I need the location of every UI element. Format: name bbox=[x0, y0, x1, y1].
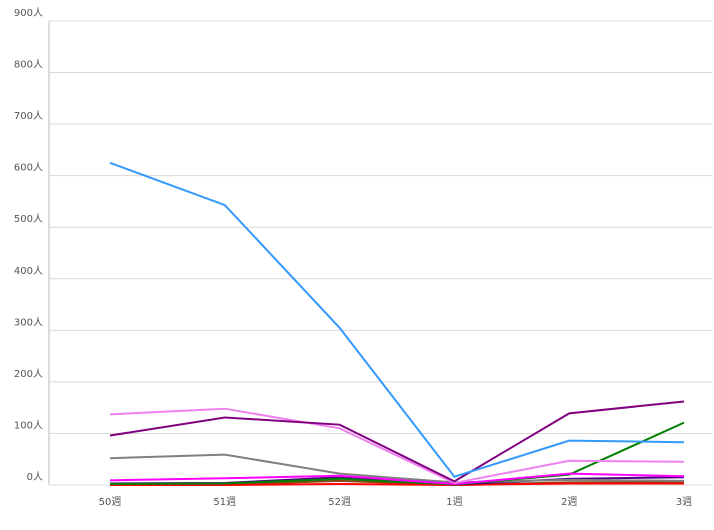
series-line bbox=[110, 482, 684, 487]
x-tick-label: 50週 bbox=[99, 496, 122, 508]
y-tick-label: 0人 bbox=[27, 471, 43, 483]
x-tick-label: 1週 bbox=[446, 496, 462, 508]
x-tick-label: 51週 bbox=[213, 496, 236, 508]
series-line bbox=[109, 407, 685, 484]
y-tick-label: 600人 bbox=[14, 162, 43, 174]
y-tick-label: 200人 bbox=[14, 368, 43, 380]
y-tick-label: 400人 bbox=[14, 265, 43, 277]
series-line bbox=[109, 161, 685, 478]
y-tick-label: 500人 bbox=[14, 213, 43, 225]
series-line bbox=[109, 400, 685, 483]
y-tick-label: 700人 bbox=[14, 110, 43, 122]
x-tick-label: 2週 bbox=[561, 496, 577, 508]
y-tick-label: 100人 bbox=[14, 419, 43, 431]
y-tick-label: 800人 bbox=[14, 59, 43, 71]
x-tick-label: 3週 bbox=[676, 496, 692, 508]
x-tick-label: 52週 bbox=[328, 496, 351, 508]
y-tick-label: 300人 bbox=[14, 316, 43, 328]
series-line bbox=[109, 421, 685, 486]
series-line bbox=[109, 453, 685, 484]
series-line bbox=[109, 472, 685, 485]
y-tick-label: 900人 bbox=[14, 7, 43, 19]
